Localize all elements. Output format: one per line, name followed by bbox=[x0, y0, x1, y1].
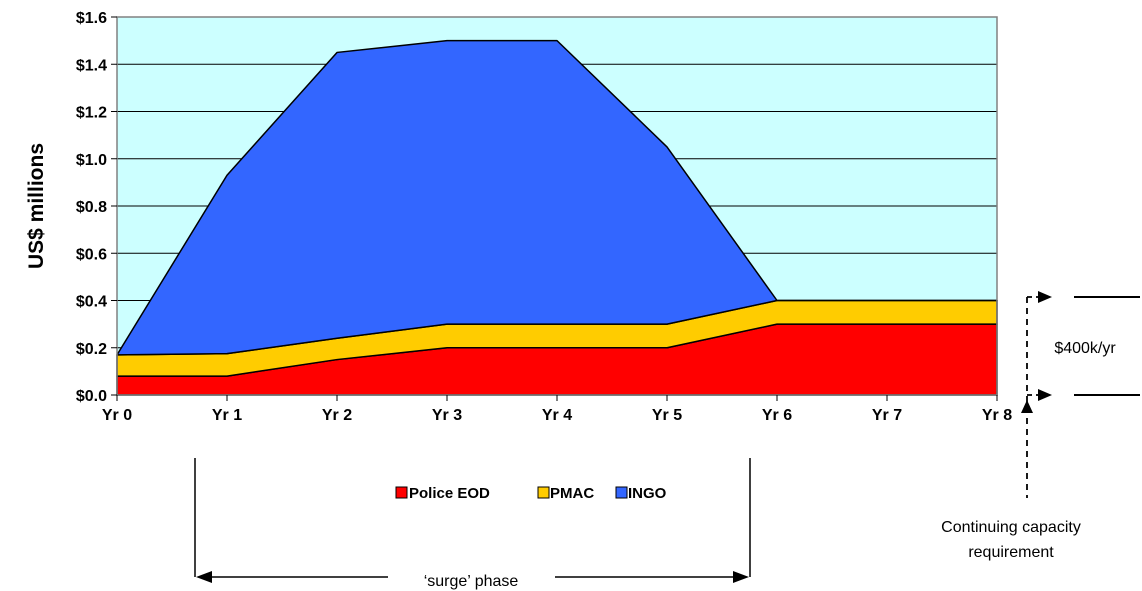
legend-swatch-police-eod bbox=[395, 486, 408, 499]
x-tick-labels: Yr 0 Yr 1 Yr 2 Yr 3 Yr 4 Yr 5 Yr 6 Yr 7 Yr 8 bbox=[102, 407, 1012, 424]
bracket-bottom-arrow bbox=[1038, 389, 1052, 401]
continuing-capacity-label-line2: requirement bbox=[968, 544, 1054, 561]
x-tick-label: Yr 5 bbox=[652, 407, 682, 424]
legend-label-police-eod: Police EOD bbox=[409, 485, 490, 502]
x-tick-label: Yr 0 bbox=[102, 407, 132, 424]
x-tick-label: Yr 3 bbox=[432, 407, 462, 424]
x-tick-label: Yr 8 bbox=[982, 407, 1012, 424]
x-tick-label: Yr 7 bbox=[872, 407, 902, 424]
y-tick-label: $1.4 bbox=[76, 57, 107, 74]
x-tick-label: Yr 2 bbox=[322, 407, 352, 424]
y-tick-label: $1.0 bbox=[76, 152, 107, 169]
surge-left-arrow bbox=[196, 571, 212, 583]
legend-swatch-ingo bbox=[615, 486, 628, 499]
x-tick-label: Yr 6 bbox=[762, 407, 792, 424]
legend: Police EOD PMAC INGO bbox=[395, 485, 667, 502]
surge-right-arrow bbox=[733, 571, 749, 583]
capacity-bracket: $400k/yr bbox=[1021, 291, 1140, 498]
axis-tick-marks bbox=[111, 16, 998, 401]
legend-swatch-pmac bbox=[537, 486, 550, 499]
y-tick-label: $0.4 bbox=[76, 294, 107, 311]
surge-phase-bracket: ‘surge’ phase bbox=[194, 458, 751, 590]
surge-phase-label: ‘surge’ phase bbox=[424, 573, 519, 590]
y-tick-label: $0.8 bbox=[76, 199, 107, 216]
bracket-top-arrow bbox=[1038, 291, 1052, 303]
y-tick-label: $1.6 bbox=[76, 10, 107, 27]
capacity-up-arrow bbox=[1021, 400, 1033, 413]
continuing-capacity-label-line1: Continuing capacity bbox=[941, 519, 1081, 536]
y-tick-label: $1.2 bbox=[76, 105, 107, 122]
y-axis-label: US$ millions bbox=[25, 143, 48, 269]
legend-label-ingo: INGO bbox=[628, 485, 667, 502]
y-tick-label: $0.2 bbox=[76, 341, 107, 358]
legend-label-pmac: PMAC bbox=[550, 485, 594, 502]
y-tick-label: $0.0 bbox=[76, 388, 107, 405]
y-tick-labels: $0.0 $0.2 $0.4 $0.6 $0.8 $1.0 $1.2 $1.4 $1.6 bbox=[76, 10, 107, 405]
y-tick-label: $0.6 bbox=[76, 246, 107, 263]
x-tick-label: Yr 1 bbox=[212, 407, 242, 424]
bracket-label: $400k/yr bbox=[1054, 340, 1116, 357]
x-tick-label: Yr 4 bbox=[542, 407, 572, 424]
